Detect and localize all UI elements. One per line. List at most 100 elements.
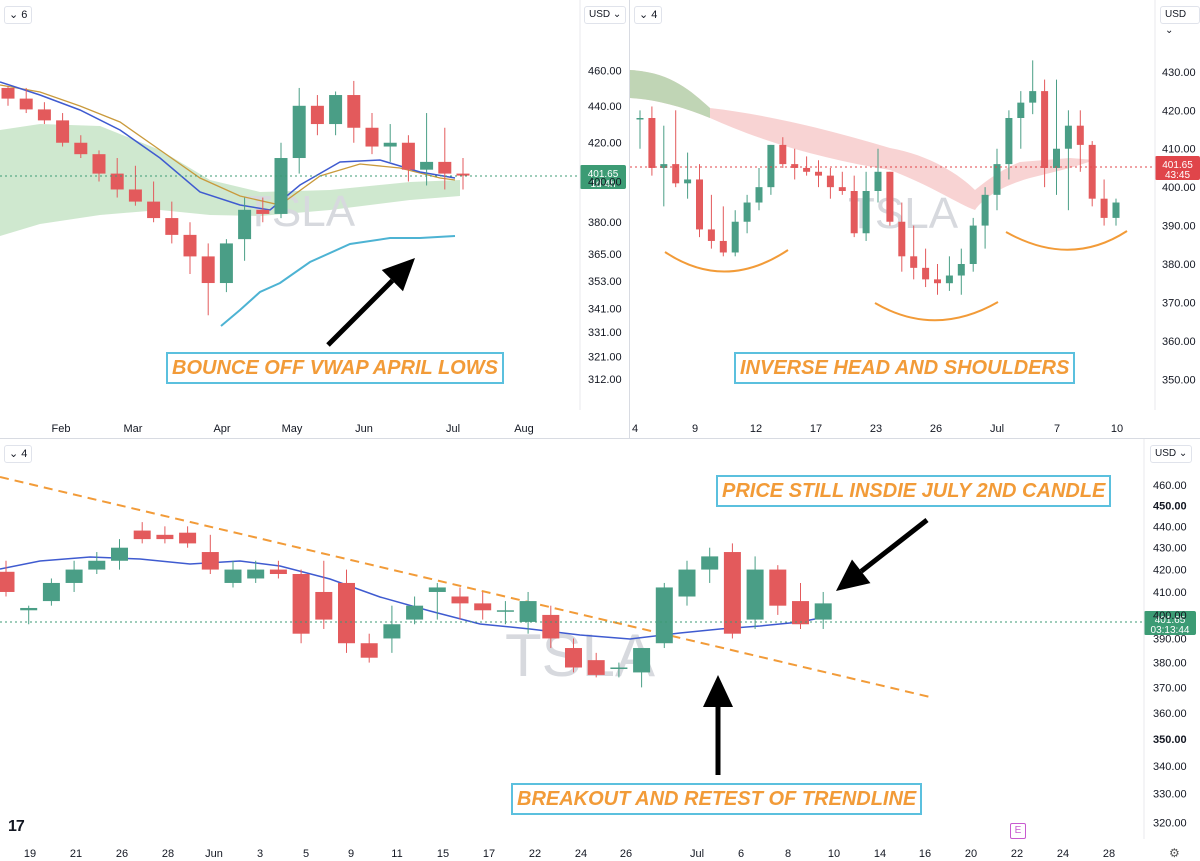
y-axis-tick: 420.00 <box>1153 565 1187 577</box>
candle-body <box>224 569 242 583</box>
interval-selector-top-left[interactable]: ⌄ 6 <box>4 6 33 24</box>
last-price-tag <box>1155 156 1200 180</box>
x-axis-tick: Jun <box>205 848 223 860</box>
x-axis-tick: Mar <box>124 423 143 435</box>
panel-divider-horizontal[interactable] <box>0 438 1200 439</box>
y-axis-tick: 350.00 <box>1162 374 1196 386</box>
currency-selector-bottom[interactable]: USD ⌄ <box>1150 445 1193 463</box>
candle-body <box>542 614 560 639</box>
candle-body <box>292 105 306 159</box>
candle-body <box>696 179 703 230</box>
candle-body <box>238 209 252 240</box>
candle-body <box>838 187 846 191</box>
candle-body <box>183 234 197 257</box>
candle-body <box>1112 202 1120 218</box>
y-axis-tick: 400.00 <box>1153 610 1187 622</box>
x-axis-tick: 15 <box>437 848 449 860</box>
left-shoulder-arc <box>664 249 789 273</box>
x-axis-tick: 26 <box>620 848 632 860</box>
x-axis-tick: 11 <box>391 848 402 860</box>
candle-body <box>111 547 128 561</box>
y-axis-tick: 460.00 <box>588 65 622 77</box>
candle-body <box>791 164 799 168</box>
last-price-tag <box>580 165 626 189</box>
y-axis-tick: 390.00 <box>1162 221 1196 233</box>
x-axis-tick: 21 <box>70 848 82 860</box>
x-axis-tick: 19 <box>24 848 36 860</box>
x-axis-tick: Aug <box>514 423 534 435</box>
ma-band-red <box>630 70 1095 210</box>
e-badge-icon[interactable]: E <box>1010 823 1026 839</box>
candle-body <box>1017 102 1025 118</box>
y-axis-tick: 380.00 <box>588 217 622 229</box>
candle-body <box>743 202 751 222</box>
y-axis-tick: 360.00 <box>1162 336 1196 348</box>
currency-label: USD <box>1165 9 1187 20</box>
candle-body <box>256 209 270 214</box>
y-axis-tick: 350.00 <box>1153 734 1187 746</box>
candle-body <box>707 229 715 241</box>
candle-body <box>110 173 124 190</box>
candle-body <box>660 164 668 168</box>
x-axis-tick: 14 <box>874 848 886 860</box>
candle-body <box>886 171 894 222</box>
candle-body <box>474 603 492 611</box>
candle-body <box>365 127 379 147</box>
candle-body <box>20 607 38 611</box>
candle-body <box>496 610 514 612</box>
candle-body <box>1041 91 1049 168</box>
x-axis-tick: 28 <box>162 848 174 860</box>
callout-inverse-head-shoulders: INVERSE HEAD AND SHOULDERS <box>734 352 1076 384</box>
currency-selector-top-right[interactable]: USD ⌄ <box>1160 6 1200 36</box>
x-axis-tick: 23 <box>870 423 882 435</box>
callout-breakout-retest: BREAKOUT AND RETEST OF TRENDLINE <box>511 783 923 815</box>
right-shoulder-arc <box>1005 230 1128 251</box>
interval-selector-top-right[interactable]: ⌄ 4 <box>634 6 663 24</box>
settings-gear-icon[interactable]: ⚙ <box>1169 846 1180 860</box>
chevron-down-icon: ⌄ <box>612 9 622 20</box>
panel-divider-vertical[interactable] <box>629 0 630 438</box>
head-arc <box>874 301 999 322</box>
candle-body <box>1064 125 1072 149</box>
x-axis-tick: 17 <box>810 423 822 435</box>
chart-panel-bottom[interactable]: TSLA401.6503:13:44460.00450.00440.00430.… <box>0 439 1200 861</box>
candle-body <box>310 105 324 125</box>
candle-body <box>165 218 179 235</box>
interval-value: 4 <box>21 448 28 460</box>
y-axis-tick: 410.00 <box>1162 144 1196 156</box>
chart-svg-top-right[interactable]: TSLA401.6543:45430.00420.00410.00400.003… <box>630 0 1200 438</box>
x-axis-tick: Jul <box>446 423 460 435</box>
chart-svg-bottom[interactable]: TSLA401.6503:13:44460.00450.00440.00430.… <box>0 439 1200 861</box>
candle-body <box>731 221 739 253</box>
candle-body <box>338 582 355 644</box>
x-axis-tick: 9 <box>692 423 698 435</box>
candle-body <box>672 164 680 184</box>
y-axis-tick: 400.00 <box>1162 182 1196 194</box>
vwap-line <box>220 235 456 327</box>
candle-body <box>156 534 174 540</box>
candle-body <box>862 191 870 234</box>
candle-body <box>519 601 537 622</box>
candle-body <box>1076 125 1084 145</box>
candle-body <box>746 569 764 620</box>
y-axis-tick: 420.00 <box>1162 105 1196 117</box>
tradingview-logo[interactable]: 17 <box>8 818 25 835</box>
candle-body <box>383 142 397 147</box>
currency-selector-top-left[interactable]: USD ⌄ <box>584 6 627 24</box>
candle-body <box>814 603 832 620</box>
x-axis-tick: May <box>282 423 303 435</box>
candle-body <box>701 556 719 570</box>
interval-selector-bottom[interactable]: ⌄ 4 <box>4 445 33 463</box>
chart-panel-top-left[interactable]: TSLA 401.65 1d 4h 460.00 440.00 420.00 400.00 3… <box>0 0 629 438</box>
y-axis-tick: 370.00 <box>1153 682 1187 694</box>
candle-body <box>636 118 644 120</box>
candle-body <box>420 161 434 170</box>
x-axis-tick: 4 <box>632 423 638 435</box>
y-axis-tick: 460.00 <box>1153 480 1187 492</box>
ma-line-blue <box>0 81 456 211</box>
last-price-countdown: 1d 4h <box>590 179 615 190</box>
chart-panel-top-right[interactable]: TSLA 401.65 43:45 430.00 420.00 410.00 400.00 3… <box>630 0 1200 438</box>
candle-body <box>993 164 1001 195</box>
chevron-down-icon: ⌄ <box>639 9 649 21</box>
